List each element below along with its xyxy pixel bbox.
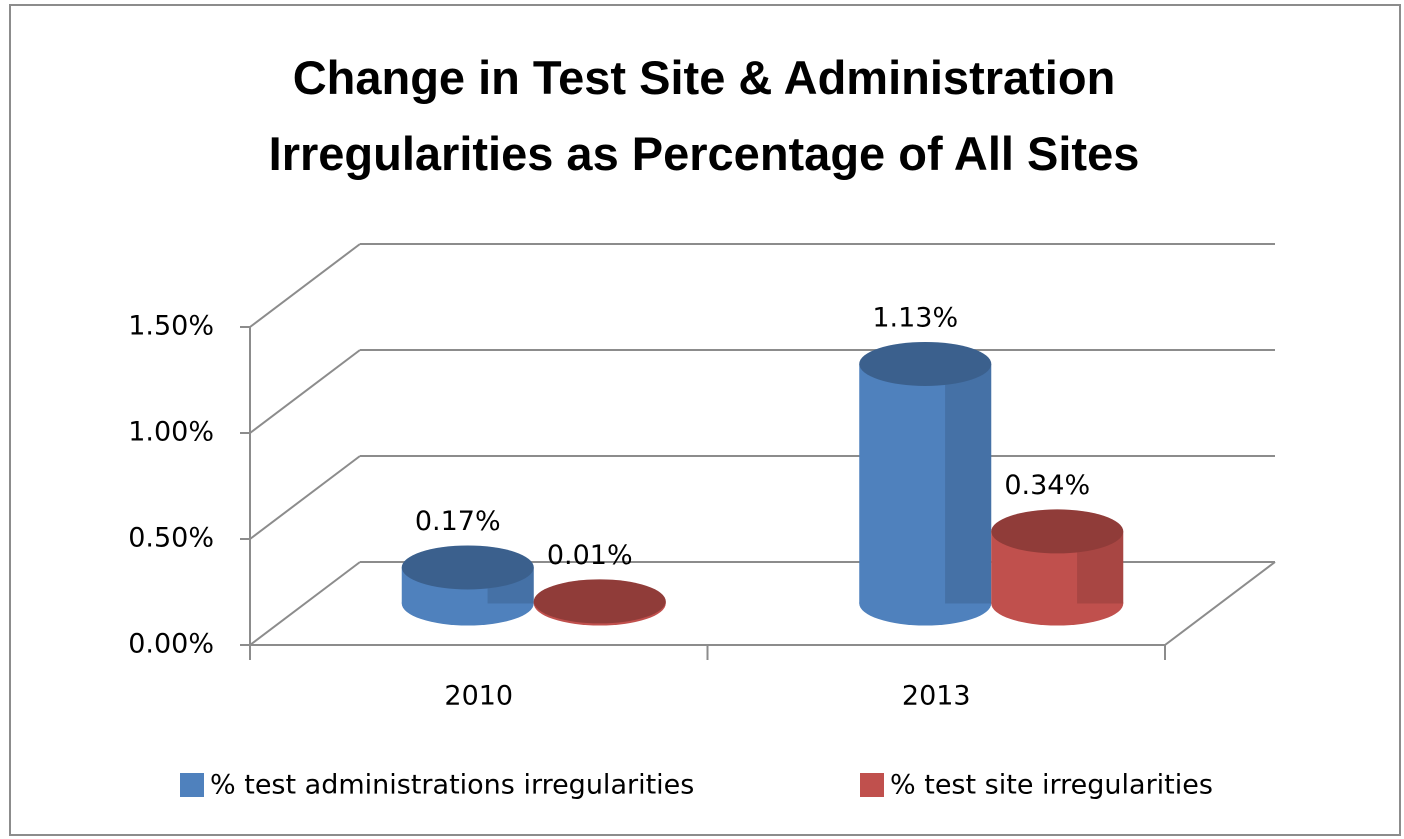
data-label: 1.13% [872, 302, 958, 333]
x-tick-label: 2013 [902, 681, 971, 712]
bar-top-shade [859, 341, 992, 386]
grid-line [249, 349, 361, 434]
chart-border [9, 4, 1401, 836]
bar-top [533, 579, 666, 624]
data-label: 0.34% [1004, 470, 1090, 501]
bar-top-shade [991, 509, 1124, 554]
bar-top [859, 341, 992, 386]
bar-top [401, 545, 534, 590]
legend-swatch [860, 773, 884, 797]
y-tick-label: 0.50% [128, 523, 214, 554]
y-tick-label: 1.00% [128, 417, 214, 448]
legend-swatch [180, 773, 204, 797]
floor-edge [1164, 561, 1276, 646]
grid-line [249, 455, 361, 540]
bar [859, 363, 992, 604]
bar-top-shade [533, 579, 666, 624]
chart-title: Change in Test Site & Administration Irr… [268, 51, 1140, 180]
bar-shade [945, 363, 992, 604]
legend-label: % test site irregularities [890, 770, 1213, 801]
grid-line [249, 561, 361, 646]
y-tick-label: 1.50% [128, 311, 214, 342]
data-label: 0.01% [547, 540, 633, 571]
legend-label: % test administrations irregularities [210, 770, 694, 801]
grid-line [249, 243, 361, 328]
data-label: 0.17% [415, 506, 501, 537]
y-tick-label: 0.00% [128, 629, 214, 660]
x-tick-label: 2010 [444, 681, 513, 712]
bar-top [991, 509, 1124, 554]
bar-top-shade [401, 545, 534, 590]
